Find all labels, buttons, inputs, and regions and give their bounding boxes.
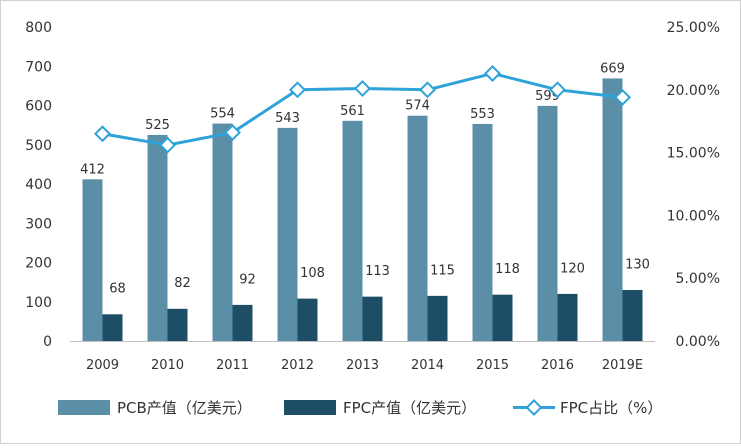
- x-tick-label: 2011: [216, 358, 249, 373]
- pcb-data-label: 554: [210, 107, 235, 122]
- fpc-data-label: 113: [365, 264, 390, 279]
- legend-marker-share: [525, 399, 543, 416]
- y2-tick-label: 15.00%: [667, 146, 720, 162]
- y-tick-label: 700: [25, 59, 52, 75]
- fpc-share-marker: [159, 136, 176, 154]
- fpc-bar: [492, 294, 513, 341]
- fpc-data-label: 92: [239, 272, 256, 287]
- fpc-data-label: 82: [174, 276, 191, 291]
- y2-tick-label: 20.00%: [667, 83, 720, 99]
- fpc-bar: [167, 308, 188, 341]
- pcb-data-label: 543: [275, 111, 300, 126]
- fpc-bar: [557, 293, 578, 341]
- legend-swatch-fpc: [284, 400, 336, 415]
- pcb-bar: [407, 115, 428, 341]
- fpc-bar: [622, 289, 643, 341]
- fpc-share-marker: [419, 81, 436, 99]
- pcb-bar: [212, 123, 233, 342]
- fpc-share-marker: [549, 81, 566, 99]
- legend-label-share: FPC占比（%）: [560, 399, 662, 417]
- fpc-share-marker: [354, 80, 371, 98]
- pcb-data-label: 669: [600, 61, 625, 76]
- pcb-data-label: 561: [340, 104, 365, 119]
- fpc-share-marker: [94, 125, 111, 143]
- fpc-bar: [427, 295, 448, 341]
- y-tick-label: 0: [43, 334, 52, 350]
- legend-swatch-pcb: [58, 400, 110, 415]
- y2-tick-label: 0.00%: [676, 334, 720, 350]
- fpc-data-label: 115: [430, 263, 455, 278]
- x-tick-label: 2014: [411, 358, 444, 373]
- pcb-bar: [537, 105, 558, 341]
- y-tick-label: 100: [25, 295, 52, 311]
- x-tick-label: 2013: [346, 358, 379, 373]
- y-tick-label: 200: [25, 256, 52, 272]
- fpc-share-marker: [289, 81, 306, 99]
- y-tick-label: 300: [25, 216, 52, 232]
- x-tick-label: 2015: [476, 358, 509, 373]
- legend: PCB产值（亿美元） FPC产值（亿美元） FPC占比（%）: [58, 399, 662, 417]
- pcb-bar: [472, 123, 493, 341]
- y-tick-label: 800: [25, 20, 52, 36]
- fpc-data-label: 108: [300, 266, 325, 281]
- pcb-bar: [342, 120, 363, 342]
- pcb-bar: [277, 127, 298, 341]
- y-tick-label: 400: [25, 177, 52, 193]
- legend-label-fpc: FPC产值（亿美元）: [343, 399, 476, 417]
- pcb-bar: [602, 78, 623, 341]
- x-tick-label: 2010: [151, 358, 184, 373]
- fpc-share-marker: [224, 124, 241, 141]
- pcb-data-label: 525: [145, 118, 170, 133]
- y2-tick-label: 25.00%: [667, 20, 720, 36]
- fpc-bar: [232, 304, 253, 341]
- x-tick-label: 2009: [86, 358, 119, 373]
- legend-label-pcb: PCB产值（亿美元）: [117, 399, 252, 417]
- pcb-data-label: 574: [405, 99, 430, 114]
- pcb-data-label: 553: [470, 107, 495, 122]
- y-tick-label: 600: [25, 99, 52, 115]
- fpc-data-label: 130: [625, 257, 650, 272]
- pcb-bar: [82, 179, 103, 341]
- x-tick-label: 2019E: [602, 358, 643, 373]
- fpc-bar: [362, 296, 383, 341]
- fpc-data-label: 68: [109, 282, 126, 297]
- y2-tick-label: 5.00%: [676, 271, 720, 287]
- pcb-data-label: 412: [80, 162, 105, 177]
- fpc-share-marker: [484, 64, 501, 82]
- fpc-data-label: 120: [560, 261, 585, 276]
- plot-area: 0 100 200 300 400 500 600 700 800 0.00% 5.00% 10.00…: [25, 20, 720, 373]
- y-tick-label: 500: [25, 138, 52, 154]
- fpc-bar: [102, 314, 123, 341]
- pcb-bar: [147, 134, 168, 341]
- y2-tick-label: 10.00%: [667, 208, 720, 224]
- fpc-share-marker: [614, 88, 631, 106]
- fpc-bar: [297, 298, 318, 341]
- x-tick-label: 2016: [541, 358, 574, 373]
- fpc-data-label: 118: [495, 262, 520, 277]
- x-tick-label: 2012: [281, 358, 314, 373]
